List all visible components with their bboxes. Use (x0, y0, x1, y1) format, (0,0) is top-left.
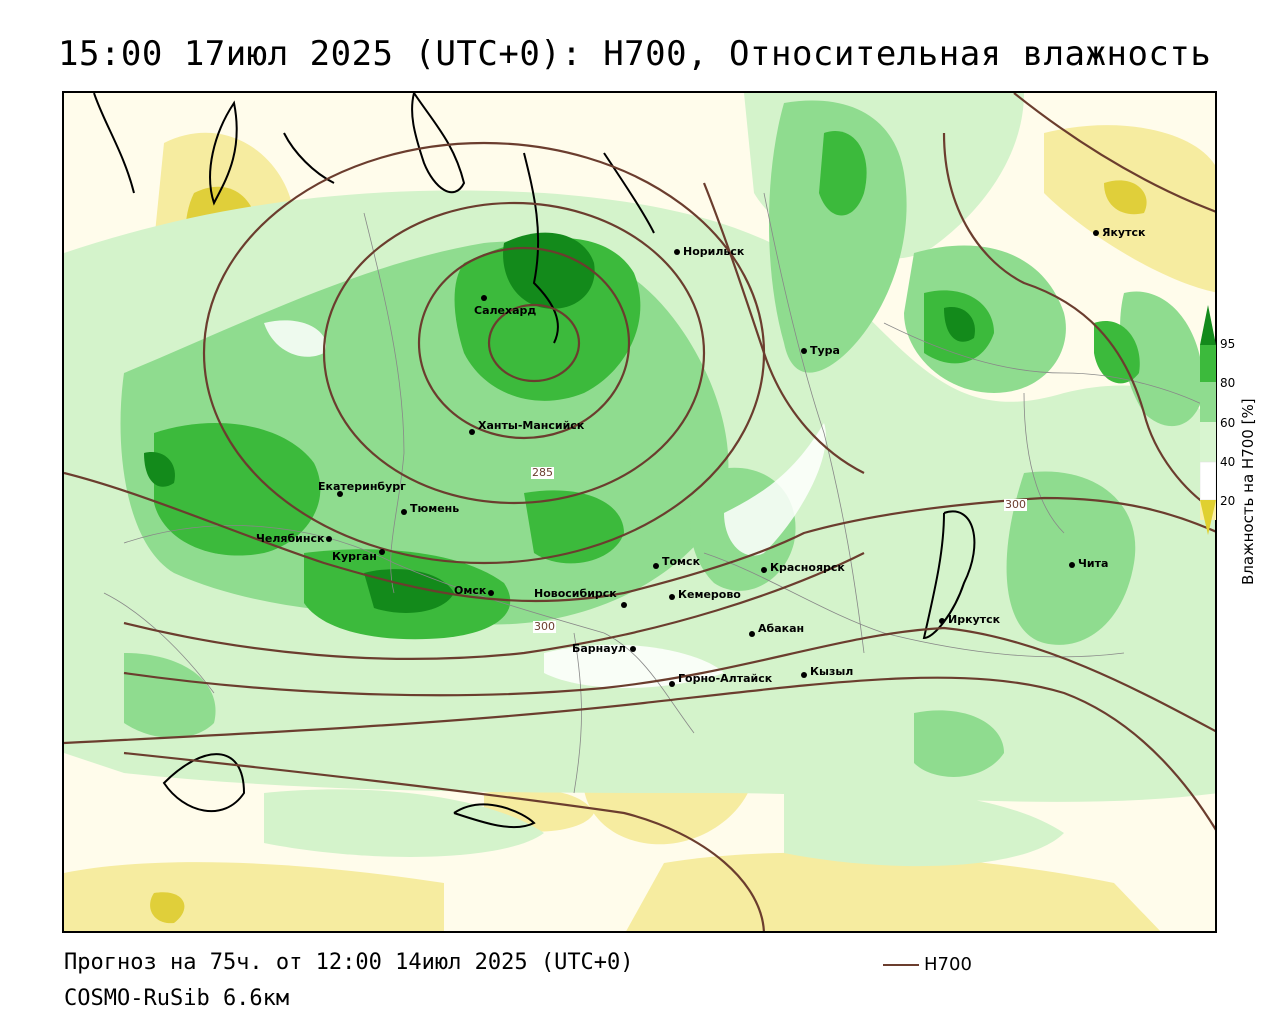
map-title: 15:00 17июл 2025 (UTC+0): H700, Относите… (58, 34, 1212, 74)
isoline-legend-label: H700 (924, 954, 972, 975)
city-tyumen: Тюмень (401, 503, 459, 515)
city-krasnoyarsk: Красноярск (761, 562, 845, 573)
city-kyzyl: Кызыл (801, 666, 853, 678)
city-tura: Тура (801, 345, 840, 356)
map-area: 285 300 300 Якутск Норильск Салехард Тур… (62, 91, 1217, 933)
humidity-colorbar (1200, 305, 1216, 535)
city-barnaul: Барнаул (572, 643, 636, 654)
city-yakutsk: Якутск (1093, 227, 1145, 238)
city-kemerovo: Кемерово (669, 589, 741, 600)
isoline-label: 300 (533, 620, 556, 633)
forecast-info: Прогноз на 75ч. от 12:00 14июл 2025 (UTC… (64, 950, 634, 975)
city-yekaterinburg: Екатеринбург (318, 481, 406, 497)
city-chita: Чита (1069, 558, 1108, 569)
isoline-label: 300 (1004, 498, 1027, 511)
model-name: COSMO-RuSib 6.6км (64, 986, 290, 1011)
isoline-legend-swatch (883, 964, 919, 966)
coastlines (93, 93, 976, 829)
isoline-label: 285 (531, 466, 554, 479)
h700-isolines (64, 93, 1215, 931)
colorbar-tick: 95 (1220, 337, 1236, 351)
colorbar-tick: 20 (1220, 494, 1236, 508)
city-novosibirsk: Новосибирск (534, 588, 627, 608)
colorbar-tick: 80 (1220, 376, 1236, 390)
city-gorno-altaysk: Горно-Алтайск (669, 673, 772, 687)
city-norilsk: Норильск (674, 246, 744, 257)
city-khanty-mansiysk: Ханты-Мансийск (469, 420, 584, 435)
colorbar-tick: 40 (1220, 455, 1236, 469)
city-chelyabinsk: Челябинск (256, 533, 333, 544)
city-tomsk: Томск (653, 556, 700, 569)
colorbar-tick: 60 (1220, 416, 1236, 430)
map-canvas (64, 93, 1215, 931)
city-kurgan: Курган (332, 549, 385, 562)
colorbar-title: Влажность на H700 [%] (1239, 398, 1257, 585)
city-abakan: Абакан (749, 623, 804, 637)
city-irkutsk: Иркутск (939, 614, 1000, 625)
city-salekhard: Салехард (474, 295, 546, 316)
city-omsk: Омск (454, 585, 495, 596)
